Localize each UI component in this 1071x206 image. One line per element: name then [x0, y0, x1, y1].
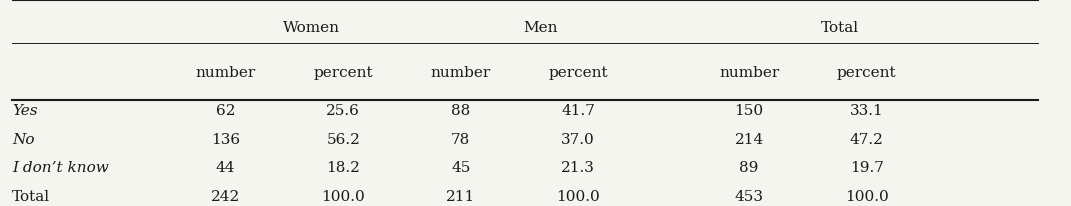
Text: 136: 136	[211, 132, 240, 146]
Text: percent: percent	[314, 65, 373, 79]
Text: 41.7: 41.7	[561, 104, 595, 118]
Text: 33.1: 33.1	[849, 104, 884, 118]
Text: Total: Total	[12, 189, 50, 203]
Text: 100.0: 100.0	[321, 189, 365, 203]
Text: I don’t know: I don’t know	[12, 160, 109, 174]
Text: Men: Men	[524, 21, 558, 35]
Text: 19.7: 19.7	[849, 160, 884, 174]
Text: 150: 150	[735, 104, 764, 118]
Text: 47.2: 47.2	[849, 132, 884, 146]
Text: 37.0: 37.0	[561, 132, 595, 146]
Text: percent: percent	[548, 65, 608, 79]
Text: 100.0: 100.0	[845, 189, 889, 203]
Text: 211: 211	[447, 189, 476, 203]
Text: Total: Total	[820, 21, 859, 35]
Text: 18.2: 18.2	[327, 160, 360, 174]
Text: 100.0: 100.0	[556, 189, 600, 203]
Text: No: No	[12, 132, 34, 146]
Text: 453: 453	[735, 189, 764, 203]
Text: 56.2: 56.2	[327, 132, 360, 146]
Text: number: number	[431, 65, 491, 79]
Text: 88: 88	[451, 104, 470, 118]
Text: 62: 62	[216, 104, 236, 118]
Text: percent: percent	[836, 65, 896, 79]
Text: 44: 44	[216, 160, 236, 174]
Text: Yes: Yes	[12, 104, 37, 118]
Text: 242: 242	[211, 189, 240, 203]
Text: number: number	[719, 65, 780, 79]
Text: 214: 214	[735, 132, 764, 146]
Text: 45: 45	[451, 160, 470, 174]
Text: 89: 89	[739, 160, 759, 174]
Text: 21.3: 21.3	[561, 160, 595, 174]
Text: Women: Women	[283, 21, 340, 35]
Text: 25.6: 25.6	[327, 104, 360, 118]
Text: number: number	[196, 65, 256, 79]
Text: 78: 78	[451, 132, 470, 146]
